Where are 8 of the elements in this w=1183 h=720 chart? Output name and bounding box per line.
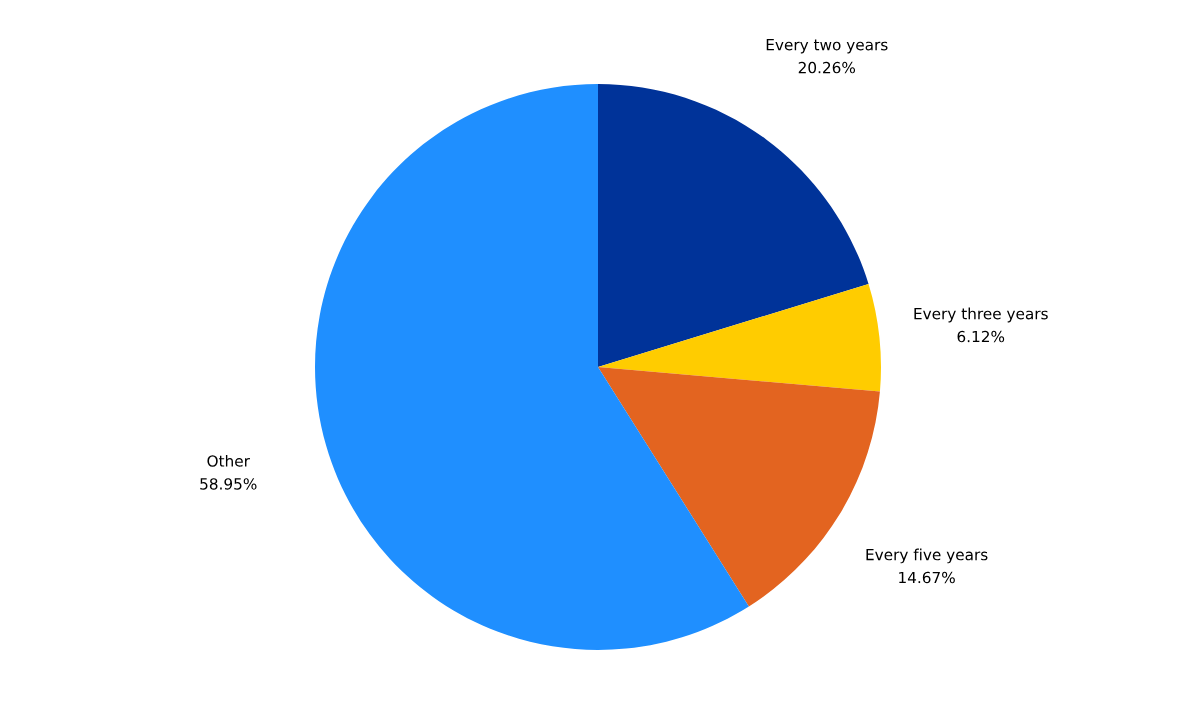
data-label: 20.26% [798,61,856,74]
data-label: 14.67% [899,571,955,584]
slice-label: Every five years [866,548,988,564]
slice-label: Every three years [914,307,1048,323]
data-label: 58.95% [200,478,257,490]
data-label: 6.12% [957,330,1005,343]
slice-label: Other [207,454,250,467]
slice-label: Every two years [766,39,888,54]
